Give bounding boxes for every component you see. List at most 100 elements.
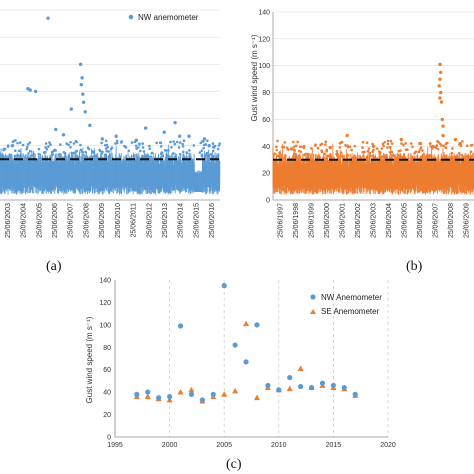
panel-c-y-tick-label: 100 — [99, 322, 111, 329]
panel-c-nw-point — [167, 394, 173, 400]
panel-a-data-point — [211, 142, 215, 145]
panel-b-data-point — [428, 155, 431, 158]
panel-a-peak-point — [187, 134, 191, 138]
panel-b-x-tick-label: 25/06/2003 — [371, 203, 378, 238]
panel-b-data-point — [460, 153, 463, 157]
panel-a-data-point — [181, 150, 185, 154]
panel-a-data-point — [163, 149, 167, 152]
panel-a-data-point — [72, 142, 76, 145]
panel-b-data-point — [400, 155, 403, 159]
panel-b-data-point — [389, 139, 393, 143]
panel-c-x-tick-label: 2020 — [380, 442, 396, 449]
panel-a-x-tick-label: 25/06/2009 — [99, 203, 106, 238]
panel-b-data-point — [450, 151, 454, 155]
panel-b-data-point — [386, 142, 390, 146]
panel-c-se-point — [166, 396, 173, 403]
panel-b-x-tick-label: 25/06/2001 — [340, 203, 347, 238]
panel-a-data-point — [47, 145, 50, 148]
panel-b-x-tick-label: 25/06/2002 — [355, 203, 362, 238]
panel-a-data-point — [217, 144, 221, 147]
panel-a-data-point — [211, 155, 215, 158]
panel-c-legend-se-label: SE Anemometer — [321, 307, 380, 316]
panel-a-peak-point — [28, 88, 32, 92]
panel-b-label: (b) — [406, 259, 423, 274]
panel-c-nw-point — [330, 382, 336, 389]
panel-a-legend-label: NW anemometer — [138, 13, 199, 22]
panel-b-data-point — [371, 154, 375, 158]
panel-a-x-tick-label: 25/06/2011 — [131, 203, 138, 238]
panel-b-peak-point — [399, 137, 404, 142]
panel-c-nw-point — [308, 385, 315, 391]
panel-b-data-point — [310, 147, 313, 150]
panel-a-data-point — [141, 142, 144, 145]
panel-b-data-point — [444, 146, 448, 149]
panel-a-peak-point — [114, 134, 118, 138]
panel-a-x-tick-label: 25/06/2007 — [68, 203, 75, 238]
panel-b-x-tick-label: 25/06/2006 — [417, 203, 424, 238]
panel-a-peak-point — [81, 92, 85, 96]
panel-b-x-tick-label: 25/06/2004 — [386, 203, 393, 238]
panel-a-data-point — [69, 140, 72, 144]
panel-a-data-point — [211, 149, 215, 153]
panel-a-data-point — [69, 145, 72, 149]
panel-b-data-point — [402, 143, 405, 147]
panel-b-data-point — [350, 148, 353, 152]
panel-c-x-tick-label: 2005 — [216, 442, 232, 449]
panel-b-peak-point — [441, 124, 445, 128]
panel-b-peak-point — [439, 70, 443, 75]
panel-a-data-point — [53, 148, 57, 152]
panel-a-data-point — [185, 151, 189, 154]
panel-b-data-point — [339, 151, 343, 154]
panel-a-data-point — [172, 140, 175, 143]
panel-a-data-point — [64, 155, 67, 158]
panel-a-peak-point — [69, 107, 73, 111]
panel-b-data-point — [335, 150, 339, 153]
panel-a-x-tick-label: 25/06/2012 — [146, 203, 153, 238]
panel-b-y-tick-label: 20 — [262, 171, 270, 178]
panel-b-data-point — [465, 144, 469, 148]
panel-a-data-point — [74, 150, 78, 153]
panel-a-data-point — [105, 149, 109, 153]
panel-a-data-point — [169, 140, 172, 144]
panel-b-peak-point — [437, 84, 441, 88]
panel-b-data-point — [320, 149, 323, 152]
panel-b-data-point — [465, 154, 468, 158]
panel-b-data-point — [436, 147, 440, 151]
panel-a-data-point — [141, 155, 144, 158]
panel-b-data-point — [362, 154, 365, 158]
panel-a-data-point — [104, 147, 108, 150]
panel-a-data-point — [138, 143, 141, 146]
panel-b-data-point — [406, 148, 409, 151]
panel-a-peak-point — [81, 100, 86, 104]
panel-a-data-point — [182, 139, 186, 142]
panel-a-data-point — [21, 143, 25, 147]
panel-b-data-point — [275, 148, 278, 152]
panel-b-data-point — [388, 151, 392, 154]
panel-b-data-point — [375, 147, 379, 150]
panel-b-data-point — [470, 155, 474, 158]
panel-b-data-point — [283, 141, 287, 144]
panel-b-data-point — [299, 150, 303, 154]
panel-b-data-point — [306, 152, 310, 156]
panel-a-peak-point — [178, 134, 182, 138]
panel-a-data-point — [119, 141, 123, 144]
panel-c-y-tick-label: 40 — [103, 390, 111, 397]
panel-c-nw-point — [210, 391, 216, 397]
panel-b-data-point — [392, 153, 395, 157]
panel-a-data-point — [187, 149, 191, 152]
panel-b-data-point — [366, 150, 370, 153]
panel-b-data-point — [324, 140, 328, 144]
panel-b-data-point — [329, 153, 332, 156]
panel-c-nw-point — [221, 283, 227, 289]
panel-a-data-point — [205, 151, 209, 155]
panel-b-data-point — [371, 150, 375, 154]
panel-b-data-point — [435, 144, 439, 147]
panel-c-nw-point — [188, 391, 195, 397]
panel-a-data-point — [206, 139, 209, 143]
panel-b-data-point — [344, 143, 347, 147]
panel-a-data-point — [48, 141, 51, 144]
panel-a-data-point — [14, 149, 17, 152]
panel-c-x-tick-label: 2010 — [271, 442, 287, 449]
panel-b-data-point — [363, 150, 366, 154]
